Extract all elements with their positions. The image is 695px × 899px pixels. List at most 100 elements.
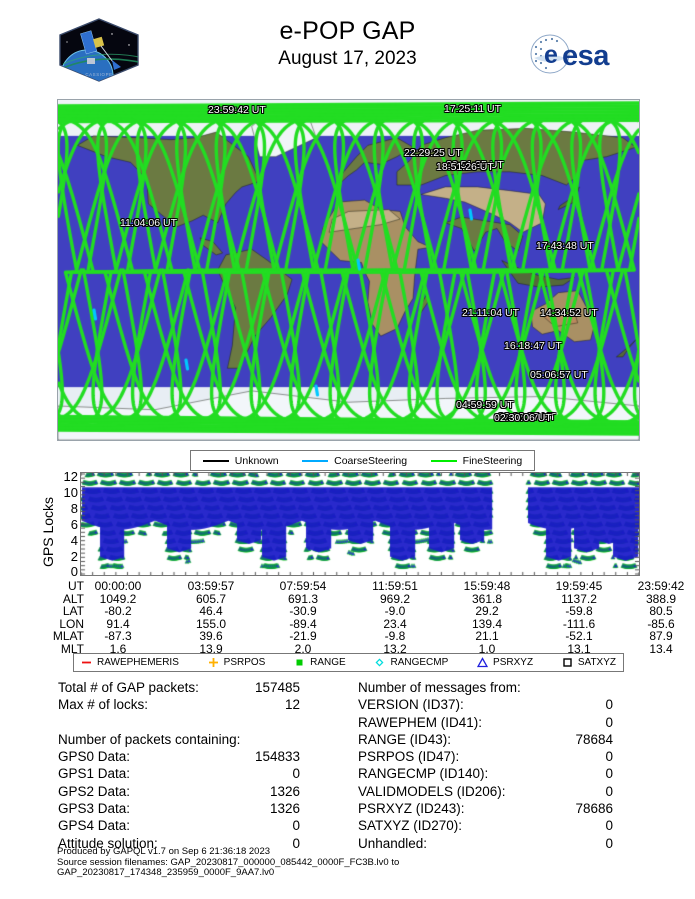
stat-label: GPS3 Data: <box>58 801 131 817</box>
message-stat-row: PSRXYZ (ID243): 78686 <box>358 801 668 818</box>
map-ut-label: 05:06:57 UT <box>530 369 588 381</box>
orbit-ground-track-map <box>58 100 639 440</box>
orbit-parameter-value: -111.6 <box>562 616 596 631</box>
orbit-parameter-value: -9.0 <box>384 604 406 619</box>
stat-value: 0 <box>292 766 300 782</box>
map-legend-item: FineSteering <box>430 454 523 467</box>
stat-label: GPS2 Data: <box>58 783 131 799</box>
stat-label: Unhandled: <box>358 835 428 851</box>
packet-stat-row: GPS1 Data: 0 <box>58 766 358 783</box>
orbit-parameter-value: 691.3 <box>287 591 319 606</box>
message-legend-label: RAWEPHEMERIS <box>97 657 179 668</box>
map-ut-label: 17:43:48 UT <box>536 240 594 252</box>
triangle-marker-icon <box>477 657 489 668</box>
plot-y-tick: 2 <box>70 548 78 564</box>
stat-value: 1326 <box>269 801 300 817</box>
stat-value: 0 <box>605 818 613 834</box>
stat-value: 157485 <box>254 680 300 695</box>
stat-label: PSRXYZ (ID243): <box>358 801 465 817</box>
diamond-marker-icon <box>375 658 384 667</box>
message-stat-row: SATXYZ (ID270): 0 <box>358 818 668 835</box>
message-legend-label: SATXYZ <box>577 657 616 668</box>
orbit-parameter-value: 07:59:54 <box>279 579 327 593</box>
plot-y-tick: 6 <box>70 516 78 532</box>
orbit-parameter-key: MLT <box>60 641 84 656</box>
stat-value: 154833 <box>254 749 300 765</box>
mission-logo-text: CASSIOPE <box>85 72 112 77</box>
orbit-parameter-value: 91.4 <box>106 616 130 631</box>
stat-label: GPS4 Data: <box>58 818 131 834</box>
message-stat-row: VERSION (ID37): 0 <box>358 697 668 714</box>
stat-label: VALIDMODELS (ID206): <box>358 783 506 799</box>
stat-label: SATXYZ (ID270): <box>358 818 463 834</box>
map-ut-label: 21:11:04 UT <box>462 307 520 319</box>
map-legend-label: FineSteering <box>462 454 523 467</box>
orbit-parameter-row: ALT 1049.2 605.7 691.3 969.2 361.8 1137.2 388.9 <box>40 591 676 606</box>
stat-label: Total # of GAP packets: <box>58 680 199 695</box>
stat-label: PSRPOS (ID47): <box>358 749 460 765</box>
message-type-legend: RAWEPHEMERIS PSRPOS RANGE RANGECMP PSRXYZ SAT… <box>73 653 624 672</box>
orbit-parameter-value: 13.4 <box>649 641 673 656</box>
orbit-parameter-value: 2.0 <box>294 641 312 656</box>
plot-y-axis-label: GPS Locks <box>38 482 58 582</box>
map-ut-label: 02:00:37 UT <box>498 411 556 423</box>
orbit-parameter-value: 19:59:45 <box>555 579 603 593</box>
messages-section-heading: Number of messages from: <box>358 680 521 695</box>
orbit-parameter-value: 87.9 <box>649 629 673 644</box>
orbit-parameter-value: 605.7 <box>195 591 227 606</box>
message-legend-label: RANGECMP <box>390 657 449 668</box>
packet-stat-row: GPS3 Data: 1326 <box>58 801 358 818</box>
orbit-parameter-value: 29.2 <box>475 604 499 619</box>
stat-value: 0 <box>605 835 613 851</box>
stat-label: GPS1 Data: <box>58 766 131 782</box>
orbit-parameter-row: LAT -80.2 46.4 -30.9 -9.0 29.2 -59.8 80.5 <box>40 604 673 619</box>
map-ut-label: 23:59:42 UT <box>208 104 266 116</box>
map-legend-item: CoarseSteering <box>302 455 407 467</box>
map-ut-label: 22:29:25 UT <box>404 147 462 159</box>
orbit-parameter-value: 139.4 <box>471 616 503 631</box>
message-stat-row: PSRPOS (ID47): 0 <box>358 749 668 766</box>
packet-statistics-left: Total # of GAP packets: 157485 Max # of lo… <box>58 680 358 853</box>
orbit-parameter-value: -52.1 <box>565 629 593 644</box>
orbit-parameter-row: LON 91.4 155.0 -89.4 23.4 139.4 -111.6 -85.6 <box>40 616 674 631</box>
plot-y-tick: 10 <box>63 484 78 500</box>
orbit-parameter-value: 361.8 <box>471 591 503 606</box>
orbit-parameter-value: 388.9 <box>645 591 677 606</box>
orbit-parameter-row: MLAT -87.3 39.6 -21.9 -9.8 21.1 -52.1 87.9 <box>40 629 673 644</box>
orbit-parameter-value: -80.2 <box>104 604 132 619</box>
orbit-parameter-value: 15:59:48 <box>463 579 511 593</box>
orbit-parameter-value: 155.0 <box>195 616 227 631</box>
map-ut-label: 14:34:52 UT <box>540 307 598 319</box>
orbit-parameter-key: LAT <box>62 604 84 619</box>
map-legend-label: Unknown <box>234 454 279 467</box>
orbit-parameter-key: UT <box>68 579 84 593</box>
orbit-parameter-value: -87.3 <box>104 629 132 644</box>
message-legend-item: RAWEPHEMERIS <box>81 657 179 668</box>
map-legend: Unknown CoarseSteering FineSteering <box>190 450 535 471</box>
stat-value: 0 <box>605 749 613 765</box>
orbit-parameter-value: -89.4 <box>289 616 317 631</box>
map-ut-label: 04:59:59 UT <box>456 399 514 411</box>
orbit-parameter-value: 46.4 <box>199 604 223 619</box>
esa-logo-icon: e esa <box>530 34 611 74</box>
map-ut-label: 11:04:06 UT <box>120 217 178 229</box>
stat-value: 0 <box>292 818 300 834</box>
message-legend-label: PSRPOS <box>223 657 266 668</box>
stat-label: Attitude solution: <box>58 835 158 851</box>
stat-value: 0 <box>292 835 300 851</box>
orbit-parameter-value: 1049.2 <box>99 591 137 606</box>
orbit-parameter-value: 00:00:00 <box>94 579 142 593</box>
gps-locks-scatter-canvas <box>81 473 639 575</box>
orbit-parameter-value: 80.5 <box>649 604 673 619</box>
orbit-parameter-value: 39.6 <box>199 629 223 644</box>
message-statistics-right: Number of messages from: VERSION (ID37): 0… <box>358 680 668 853</box>
orbit-parameter-value: 13.2 <box>383 641 407 656</box>
stat-value: 78686 <box>575 801 613 817</box>
plot-y-tick-labels: 12 10 8 6 4 2 0 <box>58 470 78 580</box>
plot-y-tick: 0 <box>70 564 78 580</box>
orbit-parameter-row: MLT 1.6 13.9 2.0 13.2 1.0 13.1 13.4 <box>40 641 673 656</box>
orbit-parameter-value: 23.4 <box>383 616 407 631</box>
orbit-parameter-key: MLAT <box>52 629 84 644</box>
esa-logo-text: esa <box>562 40 610 72</box>
orbit-parameter-value: 11:59:51 <box>372 579 418 593</box>
